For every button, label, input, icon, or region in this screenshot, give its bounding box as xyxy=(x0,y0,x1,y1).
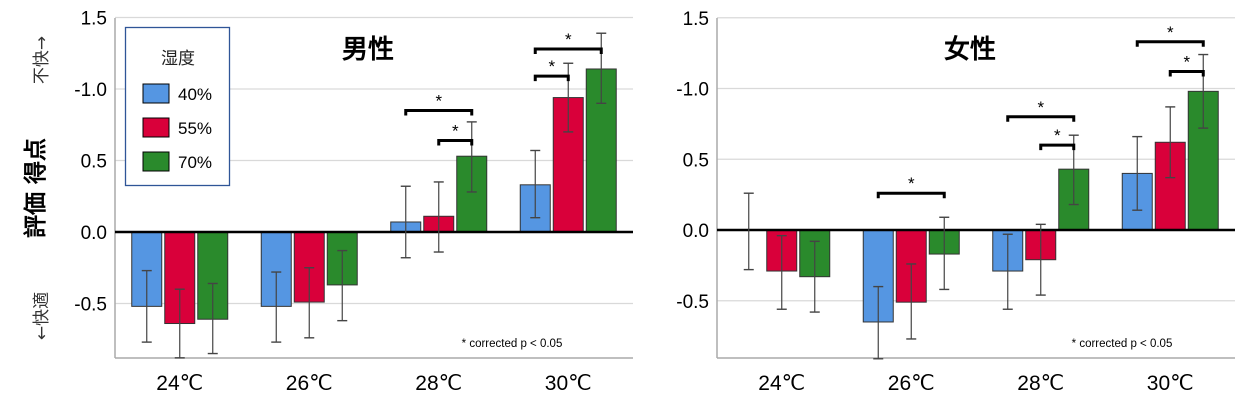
significance-star: * xyxy=(565,30,572,49)
y-tick-label: -0.5 xyxy=(74,295,107,316)
bracket-line xyxy=(1135,40,1205,47)
significance-bracket: * xyxy=(533,57,570,82)
y-tick-label: -1.0 xyxy=(74,80,107,101)
y-tick-label: 0.5 xyxy=(81,152,107,173)
error-bar-40 xyxy=(530,149,541,219)
significance-star: * xyxy=(1183,53,1190,72)
error-bar-55 xyxy=(1035,223,1046,296)
error-bar-40 xyxy=(271,271,282,343)
x-tick-label: 26℃ xyxy=(888,372,935,395)
significance-star: * xyxy=(1167,23,1174,42)
x-tick-label: 24℃ xyxy=(758,372,805,395)
chart-panel-female: 1.5 -1.0 0.5 0.0 -0.5 女性 * * * * * 24℃ 26℃ 28℃ 30℃ * co… xyxy=(676,9,1235,395)
chart-panel-male: 1.5 -1.0 0.5 0.0 -0.5 男性 * * * * 24℃ 26℃ 28℃ 30℃ * cor… xyxy=(74,9,633,395)
error-bar-70 xyxy=(939,216,950,291)
bracket-line xyxy=(404,108,474,116)
error-bar-55 xyxy=(433,181,444,253)
error-bar-70 xyxy=(337,249,348,322)
significance-bracket: * xyxy=(404,91,474,116)
y-tick-label: -1.0 xyxy=(676,80,709,101)
legend-label-40: 40% xyxy=(178,85,212,104)
x-tick-label: 24℃ xyxy=(156,372,203,395)
error-bar-55 xyxy=(1165,106,1176,179)
error-bar-40 xyxy=(400,185,411,259)
chart-title: 男性 xyxy=(342,35,394,65)
error-bar-70 xyxy=(207,282,218,355)
x-tick-label: 28℃ xyxy=(415,372,462,395)
y-axis-label-up: 不快→ xyxy=(32,36,52,84)
y-tick-label: 0.0 xyxy=(683,221,709,242)
significance-bracket: * xyxy=(533,30,603,54)
error-bar-40 xyxy=(141,269,152,343)
legend: 湿度 40% 55% 70% xyxy=(124,26,231,187)
legend-swatch-40 xyxy=(142,83,170,104)
significance-star: * xyxy=(1037,98,1044,117)
significance-star: * xyxy=(548,57,555,76)
bracket-line xyxy=(437,138,474,146)
chart-title: 女性 xyxy=(944,34,996,65)
significance-star: * xyxy=(435,91,442,110)
error-bar-40 xyxy=(1002,233,1013,310)
y-tick-label: 1.5 xyxy=(683,9,709,30)
x-tick-label: 30℃ xyxy=(545,372,592,395)
bar-70 xyxy=(456,155,488,233)
significance-bracket: * xyxy=(1135,23,1205,47)
legend-entry-40: 40% xyxy=(142,83,212,104)
y-tick-label: -0.5 xyxy=(676,292,709,313)
legend-entry-70: 70% xyxy=(142,151,212,172)
legend-entry-55: 55% xyxy=(142,117,212,138)
legend-swatch-55 xyxy=(142,117,170,138)
significance-note: * corrected p < 0.05 xyxy=(1072,338,1173,350)
x-tick-label: 26℃ xyxy=(286,372,333,395)
error-bar-55 xyxy=(906,263,917,340)
legend-label-70: 70% xyxy=(178,153,212,172)
bracket-line xyxy=(1006,115,1076,122)
significance-bracket: * xyxy=(1006,98,1076,122)
y-axis-label-down: ←快適 xyxy=(32,292,52,340)
significance-star: * xyxy=(1054,126,1061,145)
error-bar-70 xyxy=(466,121,477,193)
y-axis-label: 評価 得点 xyxy=(22,138,49,238)
error-bar-40 xyxy=(743,192,754,271)
significance-note: * corrected p < 0.05 xyxy=(462,338,563,350)
error-bar-70 xyxy=(596,32,607,105)
significance-bracket: * xyxy=(1039,126,1076,151)
significance-bracket: * xyxy=(876,174,946,199)
error-bar-55 xyxy=(174,288,185,359)
y-tick-label: 0.0 xyxy=(81,223,107,244)
legend-swatch-70 xyxy=(142,151,170,172)
bracket-line xyxy=(1168,70,1205,77)
y-tick-label: 0.5 xyxy=(683,150,709,171)
x-tick-label: 28℃ xyxy=(1017,372,1064,395)
legend-title: 湿度 xyxy=(161,49,195,69)
bracket-line xyxy=(533,74,570,82)
error-bar-70 xyxy=(1198,53,1209,129)
bracket-line xyxy=(876,191,946,199)
x-tick-label: 30℃ xyxy=(1147,372,1194,395)
y-tick-label: 1.5 xyxy=(81,9,107,30)
bracket-line xyxy=(533,47,603,54)
error-bar-70 xyxy=(809,240,820,313)
significance-star: * xyxy=(452,121,459,140)
legend-label-55: 55% xyxy=(178,119,212,138)
significance-bracket: * xyxy=(437,121,474,146)
error-bar-55 xyxy=(776,234,787,310)
significance-star: * xyxy=(908,174,915,193)
significance-bracket: * xyxy=(1168,53,1205,77)
error-bar-40 xyxy=(873,285,884,360)
error-bar-40 xyxy=(1132,135,1143,211)
error-bar-55 xyxy=(304,267,315,339)
bracket-line xyxy=(1039,143,1076,151)
